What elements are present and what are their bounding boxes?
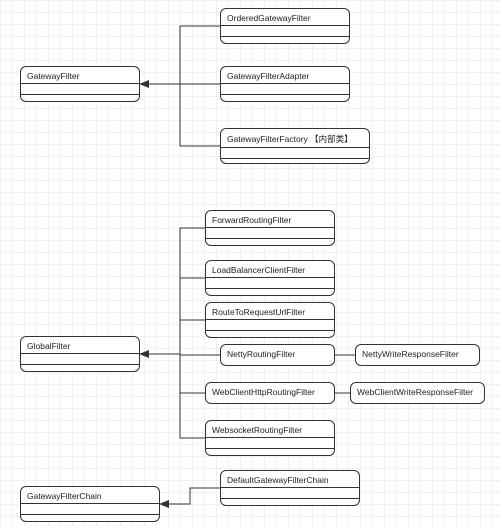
edge-gatewayFilterFactory-gatewayFilter (140, 84, 220, 146)
node-nettyRouting: NettyRoutingFilter (220, 344, 335, 366)
node-title: RouteToRequestUrlFilter (206, 303, 334, 319)
node-gatewayFilterChain: GatewayFilterChain (20, 486, 160, 522)
node-title: OrderedGatewayFilter (221, 9, 349, 25)
node-title: NettyRoutingFilter (221, 345, 334, 361)
edge-orderedGatewayFilter-gatewayFilter (140, 26, 220, 84)
edge-loadBalancerClient-globalFilter (140, 278, 205, 354)
node-title: GatewayFilter (21, 67, 139, 83)
node-defaultGwFilterChain: DefaultGatewayFilterChain (220, 470, 360, 506)
edge-defaultGwFilterChain-gatewayFilterChain (160, 488, 220, 504)
node-title: LoadBalancerClientFilter (206, 261, 334, 277)
node-title: DefaultGatewayFilterChain (221, 471, 359, 487)
node-gatewayFilter: GatewayFilter (20, 66, 140, 102)
node-routeToRequestUrl: RouteToRequestUrlFilter (205, 302, 335, 338)
node-orderedGatewayFilter: OrderedGatewayFilter (220, 8, 350, 44)
node-title: NettyWriteResponseFilter (356, 345, 479, 361)
node-webClientHttpRouting: WebClientHttpRoutingFilter (205, 382, 335, 404)
diagram-canvas: GatewayFilter OrderedGatewayFilter Gateway… (0, 0, 500, 526)
node-gatewayFilterFactory: GatewayFilterFactory 【内部类】 (220, 128, 370, 164)
node-websocketRouting: WebsocketRoutingFilter (205, 420, 335, 456)
edge-routeToRequestUrl-globalFilter (140, 320, 205, 354)
node-title: GatewayFilterFactory 【内部类】 (221, 129, 369, 147)
node-title: WebClientHttpRoutingFilter (206, 383, 334, 399)
node-globalFilter: GlobalFilter (20, 336, 140, 372)
node-loadBalancerClient: LoadBalancerClientFilter (205, 260, 335, 296)
node-gatewayFilterAdapter: GatewayFilterAdapter (220, 66, 350, 102)
node-title: GatewayFilterAdapter (221, 67, 349, 83)
edge-websocketRouting-globalFilter (140, 354, 205, 438)
node-title: ForwardRoutingFilter (206, 211, 334, 227)
node-nettyWriteResponse: NettyWriteResponseFilter (355, 344, 480, 366)
node-webClientWriteResp: WebClientWriteResponseFilter (350, 382, 485, 404)
node-title: GlobalFilter (21, 337, 139, 353)
edge-nettyRouting-globalFilter (140, 354, 220, 355)
edge-forwardRouting-globalFilter (140, 228, 205, 354)
node-forwardRouting: ForwardRoutingFilter (205, 210, 335, 246)
node-title: WebClientWriteResponseFilter (351, 383, 484, 399)
edge-webClientHttpRouting-globalFilter (140, 354, 205, 393)
node-title: WebsocketRoutingFilter (206, 421, 334, 437)
node-title: GatewayFilterChain (21, 487, 159, 503)
